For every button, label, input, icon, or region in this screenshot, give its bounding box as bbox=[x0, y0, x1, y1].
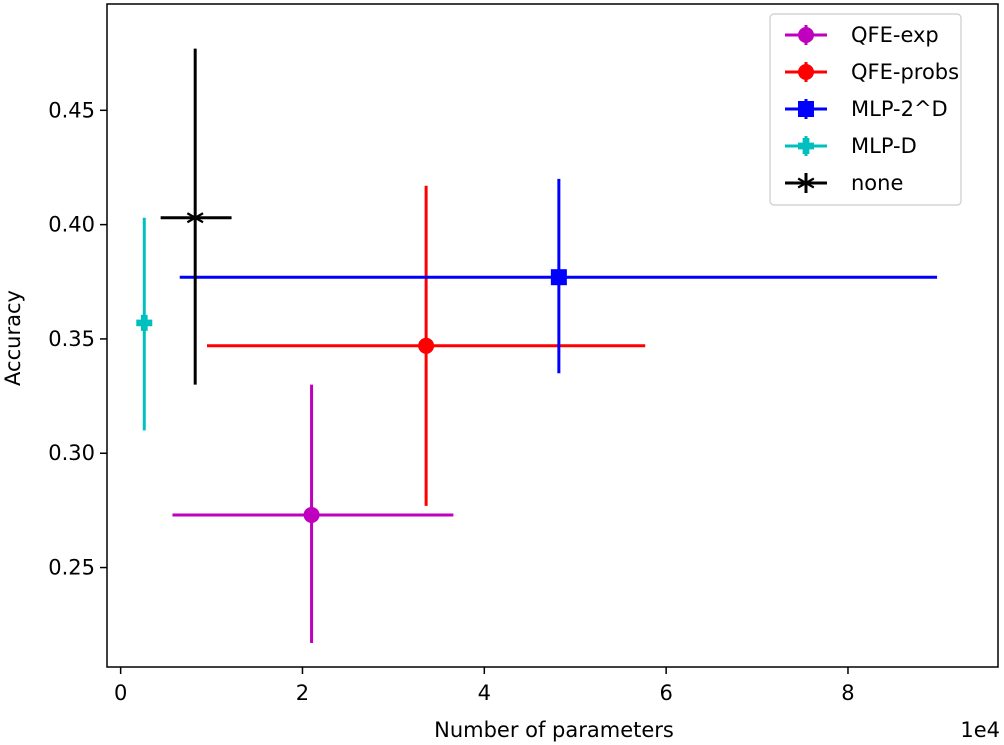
x-axis-label: Number of parameters bbox=[434, 718, 674, 742]
plot-frame bbox=[106, 3, 999, 668]
legend-label: MLP-2^D bbox=[851, 97, 948, 121]
x-tick-label: 4 bbox=[478, 681, 491, 705]
legend-marker bbox=[798, 138, 814, 154]
legend-label: QFE-exp bbox=[851, 23, 939, 47]
legend-marker bbox=[797, 174, 815, 192]
y-tick-label: 0.30 bbox=[48, 441, 95, 465]
series-qfe-probs bbox=[207, 185, 646, 506]
legend-label: none bbox=[851, 171, 903, 195]
series-none bbox=[160, 48, 232, 385]
data-point bbox=[136, 314, 153, 331]
y-tick-label: 0.40 bbox=[48, 213, 95, 237]
series-mlp-d bbox=[136, 217, 153, 431]
y-tick-label: 0.45 bbox=[48, 98, 95, 122]
x-tick-label: 8 bbox=[841, 681, 854, 705]
y-tick-label: 0.25 bbox=[48, 556, 95, 580]
legend-item: MLP-2^D bbox=[785, 97, 948, 121]
legend-item: none bbox=[785, 171, 903, 195]
legend-marker bbox=[798, 27, 814, 43]
legend-item: QFE-exp bbox=[785, 23, 939, 47]
legend-marker bbox=[798, 101, 814, 117]
data-point bbox=[303, 506, 320, 523]
y-axis-label: Accuracy bbox=[1, 290, 25, 386]
legend-item: QFE-probs bbox=[785, 60, 959, 84]
legend-box bbox=[769, 13, 962, 206]
data-point bbox=[186, 208, 204, 227]
legend-marker bbox=[798, 64, 814, 80]
x-tick-label: 2 bbox=[296, 681, 309, 705]
x-tick-label: 6 bbox=[659, 681, 672, 705]
data-point bbox=[550, 269, 567, 286]
x-axis-offset-label: 1e4 bbox=[960, 718, 1000, 742]
data-point bbox=[418, 337, 435, 354]
x-tick-label: 0 bbox=[114, 681, 127, 705]
y-tick-label: 0.35 bbox=[48, 327, 95, 351]
legend-label: MLP-D bbox=[851, 134, 917, 158]
series-qfe-exp bbox=[172, 384, 454, 643]
legend-label: QFE-probs bbox=[851, 60, 959, 84]
legend-item: MLP-D bbox=[785, 134, 917, 158]
series-mlp-2-d bbox=[179, 178, 938, 374]
